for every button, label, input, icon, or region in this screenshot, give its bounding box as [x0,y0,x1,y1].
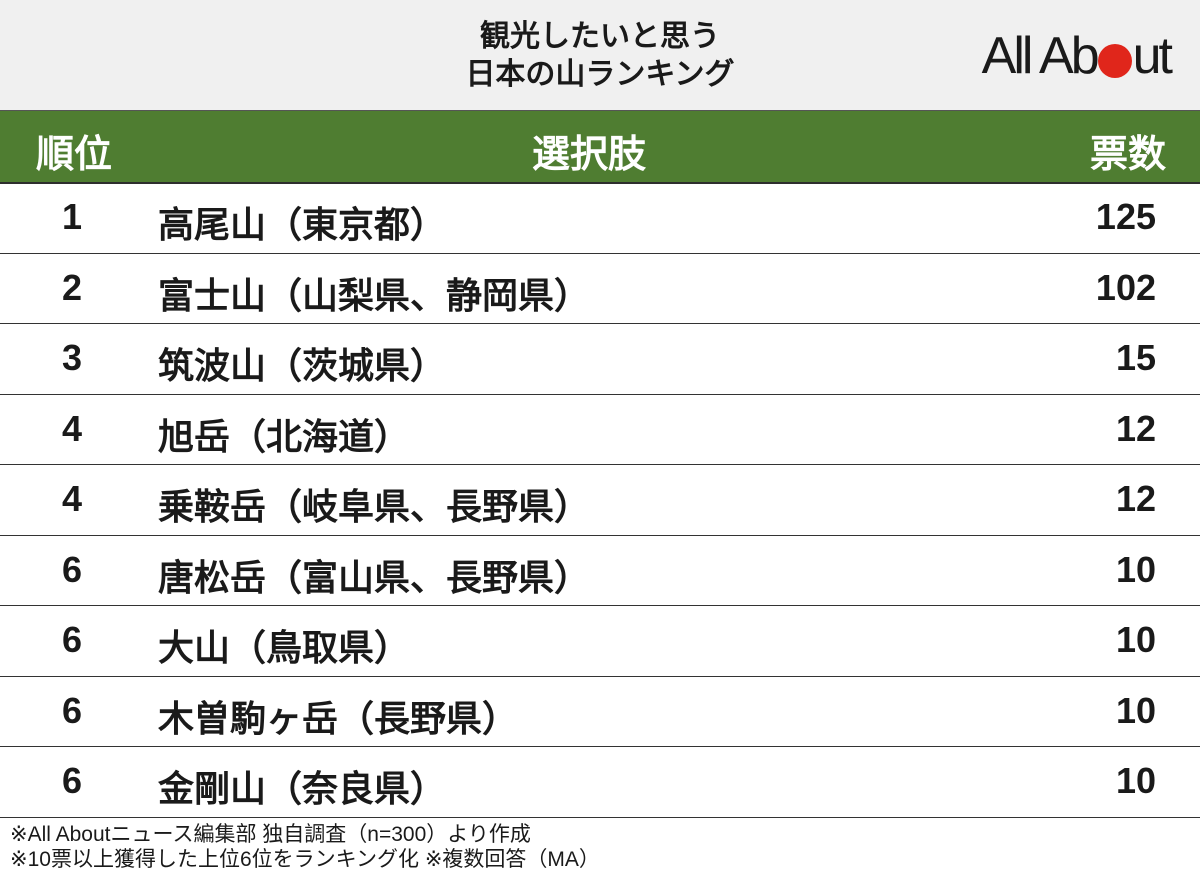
votes-cell: 10 [1115,760,1156,801]
rank-cell: 6 [62,760,83,801]
choice-cell: 旭岳（北海道） [158,415,411,457]
rank-cell: 6 [62,619,83,660]
logo-text-b: ut [1132,27,1173,85]
table-row: 3 筑波山（茨城県） 15 [0,324,1200,395]
rank-cell: 3 [62,337,83,378]
choice-cell: 高尾山（東京都） [158,204,447,245]
table-row: 1 高尾山（東京都） 125 [0,183,1200,254]
title-line-1: 観光したいと思う [480,20,720,53]
table-row: 4 旭岳（北海道） 12 [0,395,1200,465]
logo-dot-icon [1097,44,1132,78]
votes-cell: 102 [1095,266,1156,308]
footnote: ※All Aboutニュース編集部 独自調査（n=300）より作成 [10,823,531,846]
title-line-2: 日本の山ランキング [465,58,735,91]
votes-cell: 125 [1095,196,1156,237]
table-row: 2 富士山（山梨県、静岡県） 102 [0,254,1200,324]
votes-cell: 12 [1115,407,1156,449]
choice-cell: 富士山（山梨県、静岡県） [158,274,591,316]
choice-cell: 金剛山（奈良県） [158,768,447,809]
table-header: 順位 選択肢 票数 [0,111,1200,184]
votes-cell: 10 [1115,619,1156,660]
rank-cell: 2 [62,266,83,308]
choice-cell: 木曽駒ヶ岳（長野県） [158,697,519,739]
page-title: 観光したいと思う 日本の山ランキング [300,18,900,94]
table-row: 4 乗鞍岳（岐阜県、長野県） 12 [0,465,1200,536]
votes-cell: 12 [1115,478,1156,519]
rank-cell: 4 [62,478,83,519]
footnotes: ※All Aboutニュース編集部 独自調査（n=300）より作成 ※10票以上… [10,822,600,872]
rank-cell: 1 [62,196,83,237]
table-row: 6 木曽駒ヶ岳（長野県） 10 [0,677,1200,747]
votes-cell: 15 [1115,337,1156,378]
all-about-logo: All Ab ut [981,26,1173,86]
column-header-rank: 順位 [36,134,113,176]
table-body: 1 高尾山（東京都） 125 2 富士山（山梨県、静岡県） 102 3 筑波山（茨城県） 15 4… [0,183,1200,818]
choice-cell: 乗鞍岳（岐阜県、長野県） [158,486,591,527]
choice-cell: 唐松岳（富山県、長野県） [158,556,591,598]
table-row: 6 金剛山（奈良県） 10 [0,747,1200,818]
rank-cell: 6 [62,548,83,590]
column-header-choice: 選択肢 [532,134,647,176]
footnote: ※10票以上獲得した上位6位をランキング化 ※複数回答（MA） [10,848,600,871]
table-row: 6 大山（鳥取県） 10 [0,606,1200,677]
votes-cell: 10 [1115,689,1156,731]
column-header-votes: 票数 [1089,134,1166,176]
rank-cell: 4 [62,407,83,449]
votes-cell: 10 [1115,548,1156,590]
choice-cell: 筑波山（茨城県） [158,345,447,386]
rank-cell: 6 [62,689,83,731]
header: 観光したいと思う 日本の山ランキング All Ab ut [0,0,1200,111]
choice-cell: 大山（鳥取県） [158,627,411,668]
logo-text-a: All Ab [981,27,1100,85]
table-row: 6 唐松岳（富山県、長野県） 10 [0,536,1200,606]
